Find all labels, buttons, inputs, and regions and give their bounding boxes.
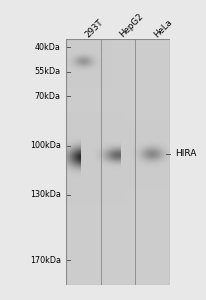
Text: 70kDa: 70kDa — [35, 92, 60, 101]
Text: 55kDa: 55kDa — [34, 67, 60, 76]
Bar — [101, 39, 135, 285]
Text: 130kDa: 130kDa — [30, 190, 60, 199]
Text: 100kDa: 100kDa — [30, 141, 60, 150]
Text: HepG2: HepG2 — [117, 12, 145, 39]
Bar — [135, 39, 169, 285]
Text: 40kDa: 40kDa — [35, 43, 60, 52]
Bar — [66, 39, 101, 285]
Text: 293T: 293T — [83, 17, 105, 39]
Bar — [66, 39, 169, 285]
Text: 170kDa: 170kDa — [29, 256, 60, 265]
Text: HIRA: HIRA — [174, 149, 196, 158]
Text: HeLa: HeLa — [151, 17, 173, 39]
